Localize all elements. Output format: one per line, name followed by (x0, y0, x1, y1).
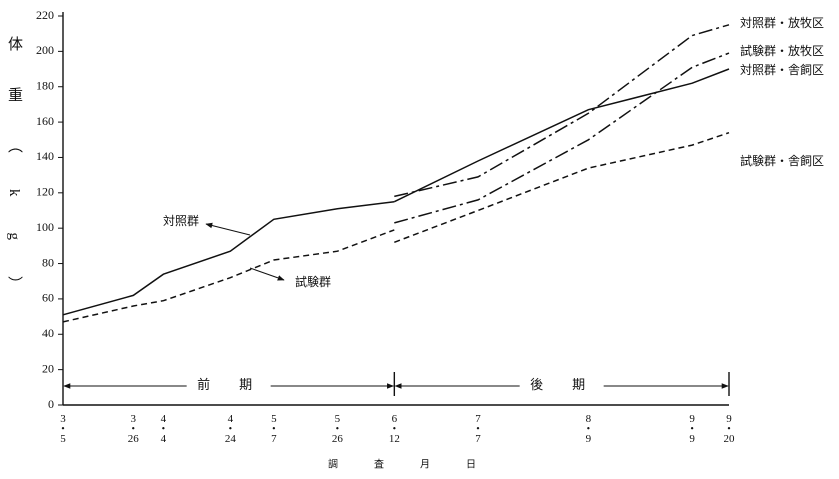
x-tick-part: ・ (128, 423, 139, 435)
x-tick-label: 9 ・ 20 (724, 413, 736, 445)
x-axis-label: 調査月日 (328, 457, 512, 470)
x-tick-part: 20 (724, 433, 736, 445)
x-tick-label: 3 ・ 5 (58, 413, 69, 445)
x-tick-label: 9 ・ 9 (687, 413, 698, 445)
x-tick-part: ・ (332, 423, 343, 435)
x-tick-part: 6 (392, 413, 398, 425)
series-line (394, 24, 730, 198)
x-tick-part: 9 (726, 413, 732, 425)
x-tick-part: 9 (689, 413, 695, 425)
x-tick-part: 5 (271, 413, 277, 425)
x-tick-part: 7 (475, 413, 481, 425)
series-label: 対照群 (163, 214, 199, 228)
x-tick-part: 26 (128, 433, 140, 445)
y-tick-label: 120 (36, 185, 54, 199)
x-tick-label: 5 ・ 7 (268, 413, 279, 445)
x-tick-part: 3 (60, 413, 66, 425)
y-axis-label: 体重（kg） (6, 36, 23, 327)
x-tick-part: 7 (475, 433, 481, 445)
label-arrow (249, 267, 285, 281)
y-tick-label: 0 (48, 397, 54, 411)
series-line (393, 68, 730, 203)
x-tick-part: ・ (225, 423, 236, 435)
x-tick-label: 6 ・ 12 (389, 413, 400, 445)
y-tick-label: 20 (42, 361, 54, 375)
x-tick-part: 12 (389, 433, 400, 445)
x-tick-part: ・ (583, 423, 594, 435)
x-tick-part: ・ (58, 423, 69, 435)
x-tick-part: ・ (268, 423, 279, 435)
series-line (394, 52, 730, 224)
y-tick-label: 100 (36, 220, 54, 234)
x-tick-part: ・ (724, 423, 735, 435)
y-tick-label: 200 (36, 43, 54, 57)
x-tick-label: 4 ・ 4 (158, 413, 169, 445)
series-label: 試験群 (295, 274, 331, 289)
x-tick-part: 9 (689, 433, 695, 445)
x-tick-part: ・ (687, 423, 698, 435)
x-tick-part: 24 (225, 433, 237, 445)
x-tick-part: 4 (228, 413, 234, 425)
x-tick-part: 26 (332, 433, 344, 445)
series-line (62, 200, 395, 316)
y-tick-label: 220 (36, 8, 54, 22)
x-tick-label: 8 ・ 9 (583, 413, 594, 445)
x-tick-part: ・ (472, 423, 483, 435)
y-tick-label: 180 (36, 78, 54, 92)
x-tick-part: 4 (161, 433, 167, 445)
x-tick-part: 9 (586, 433, 592, 445)
x-tick-label: 3 ・ 26 (128, 413, 140, 445)
y-tick-label: 40 (42, 326, 54, 340)
period-label: 後 期 (530, 377, 593, 392)
x-tick-part: 5 (335, 413, 341, 425)
series-label: 試験群・放牧区 (740, 43, 824, 58)
x-tick-part: 3 (131, 413, 137, 425)
x-tick-part: 5 (60, 433, 66, 445)
x-tick-part: 7 (271, 433, 277, 445)
x-tick-label: 5 ・ 26 (332, 413, 344, 445)
x-tick-part: ・ (389, 423, 400, 435)
y-tick-label: 140 (36, 149, 54, 163)
series-label: 対照群・放牧区 (740, 15, 824, 30)
series-label: 試験群・舎飼区 (740, 153, 824, 168)
series-line (394, 131, 730, 244)
y-tick-label: 80 (42, 255, 54, 269)
period-label: 前 期 (197, 377, 260, 392)
series-line (62, 229, 395, 323)
x-tick-part: 4 (161, 413, 167, 425)
series-label: 対照群・舎飼区 (740, 62, 824, 77)
x-tick-part: 8 (586, 413, 592, 425)
x-tick-label: 4 ・ 24 (225, 413, 237, 445)
label-arrow (205, 222, 251, 236)
x-tick-label: 7 ・ 7 (472, 413, 483, 445)
y-tick-label: 160 (36, 114, 54, 128)
x-tick-part: ・ (158, 423, 169, 435)
y-tick-label: 60 (42, 291, 54, 305)
